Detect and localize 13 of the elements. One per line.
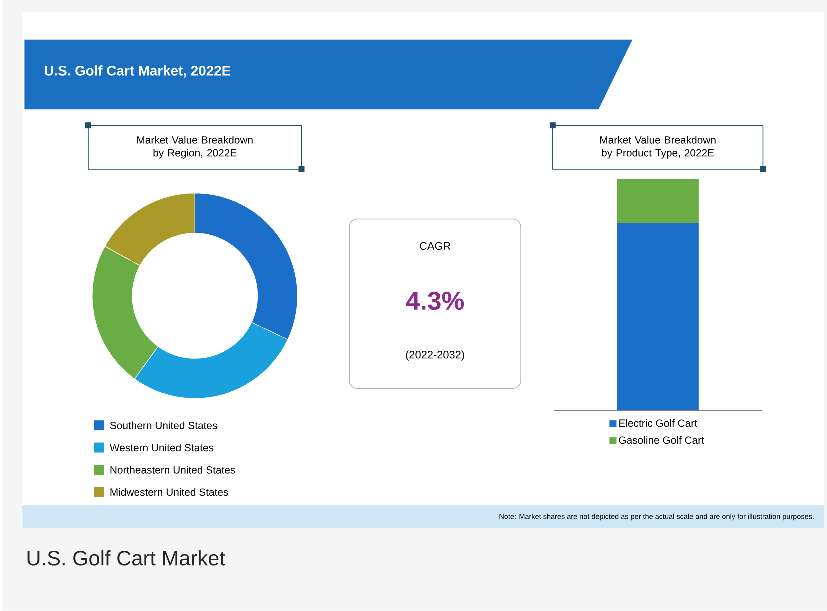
text: (2022-2032) [406,350,464,361]
legend-label: Gasoline Golf Cart [619,436,704,444]
text: U.S. Golf Cart Market, 2022E [44,66,231,78]
chart-title: Market Value Breakdown by Product Type, 2022E [600,136,716,159]
legend-label: Southern United States [110,422,218,430]
legend-label: Midwestern United States [110,488,228,496]
legend-label: Northeastern United States [110,466,236,474]
text: U.S. Golf Cart Market [28,550,226,566]
text: CAGR [420,242,451,250]
text: 4.3% [406,292,464,310]
legend-label: Western United States [110,444,214,452]
chart-title: Market Value Breakdown by Region, 2022E [138,136,253,159]
legend-label: Electric Golf Cart [620,419,698,428]
